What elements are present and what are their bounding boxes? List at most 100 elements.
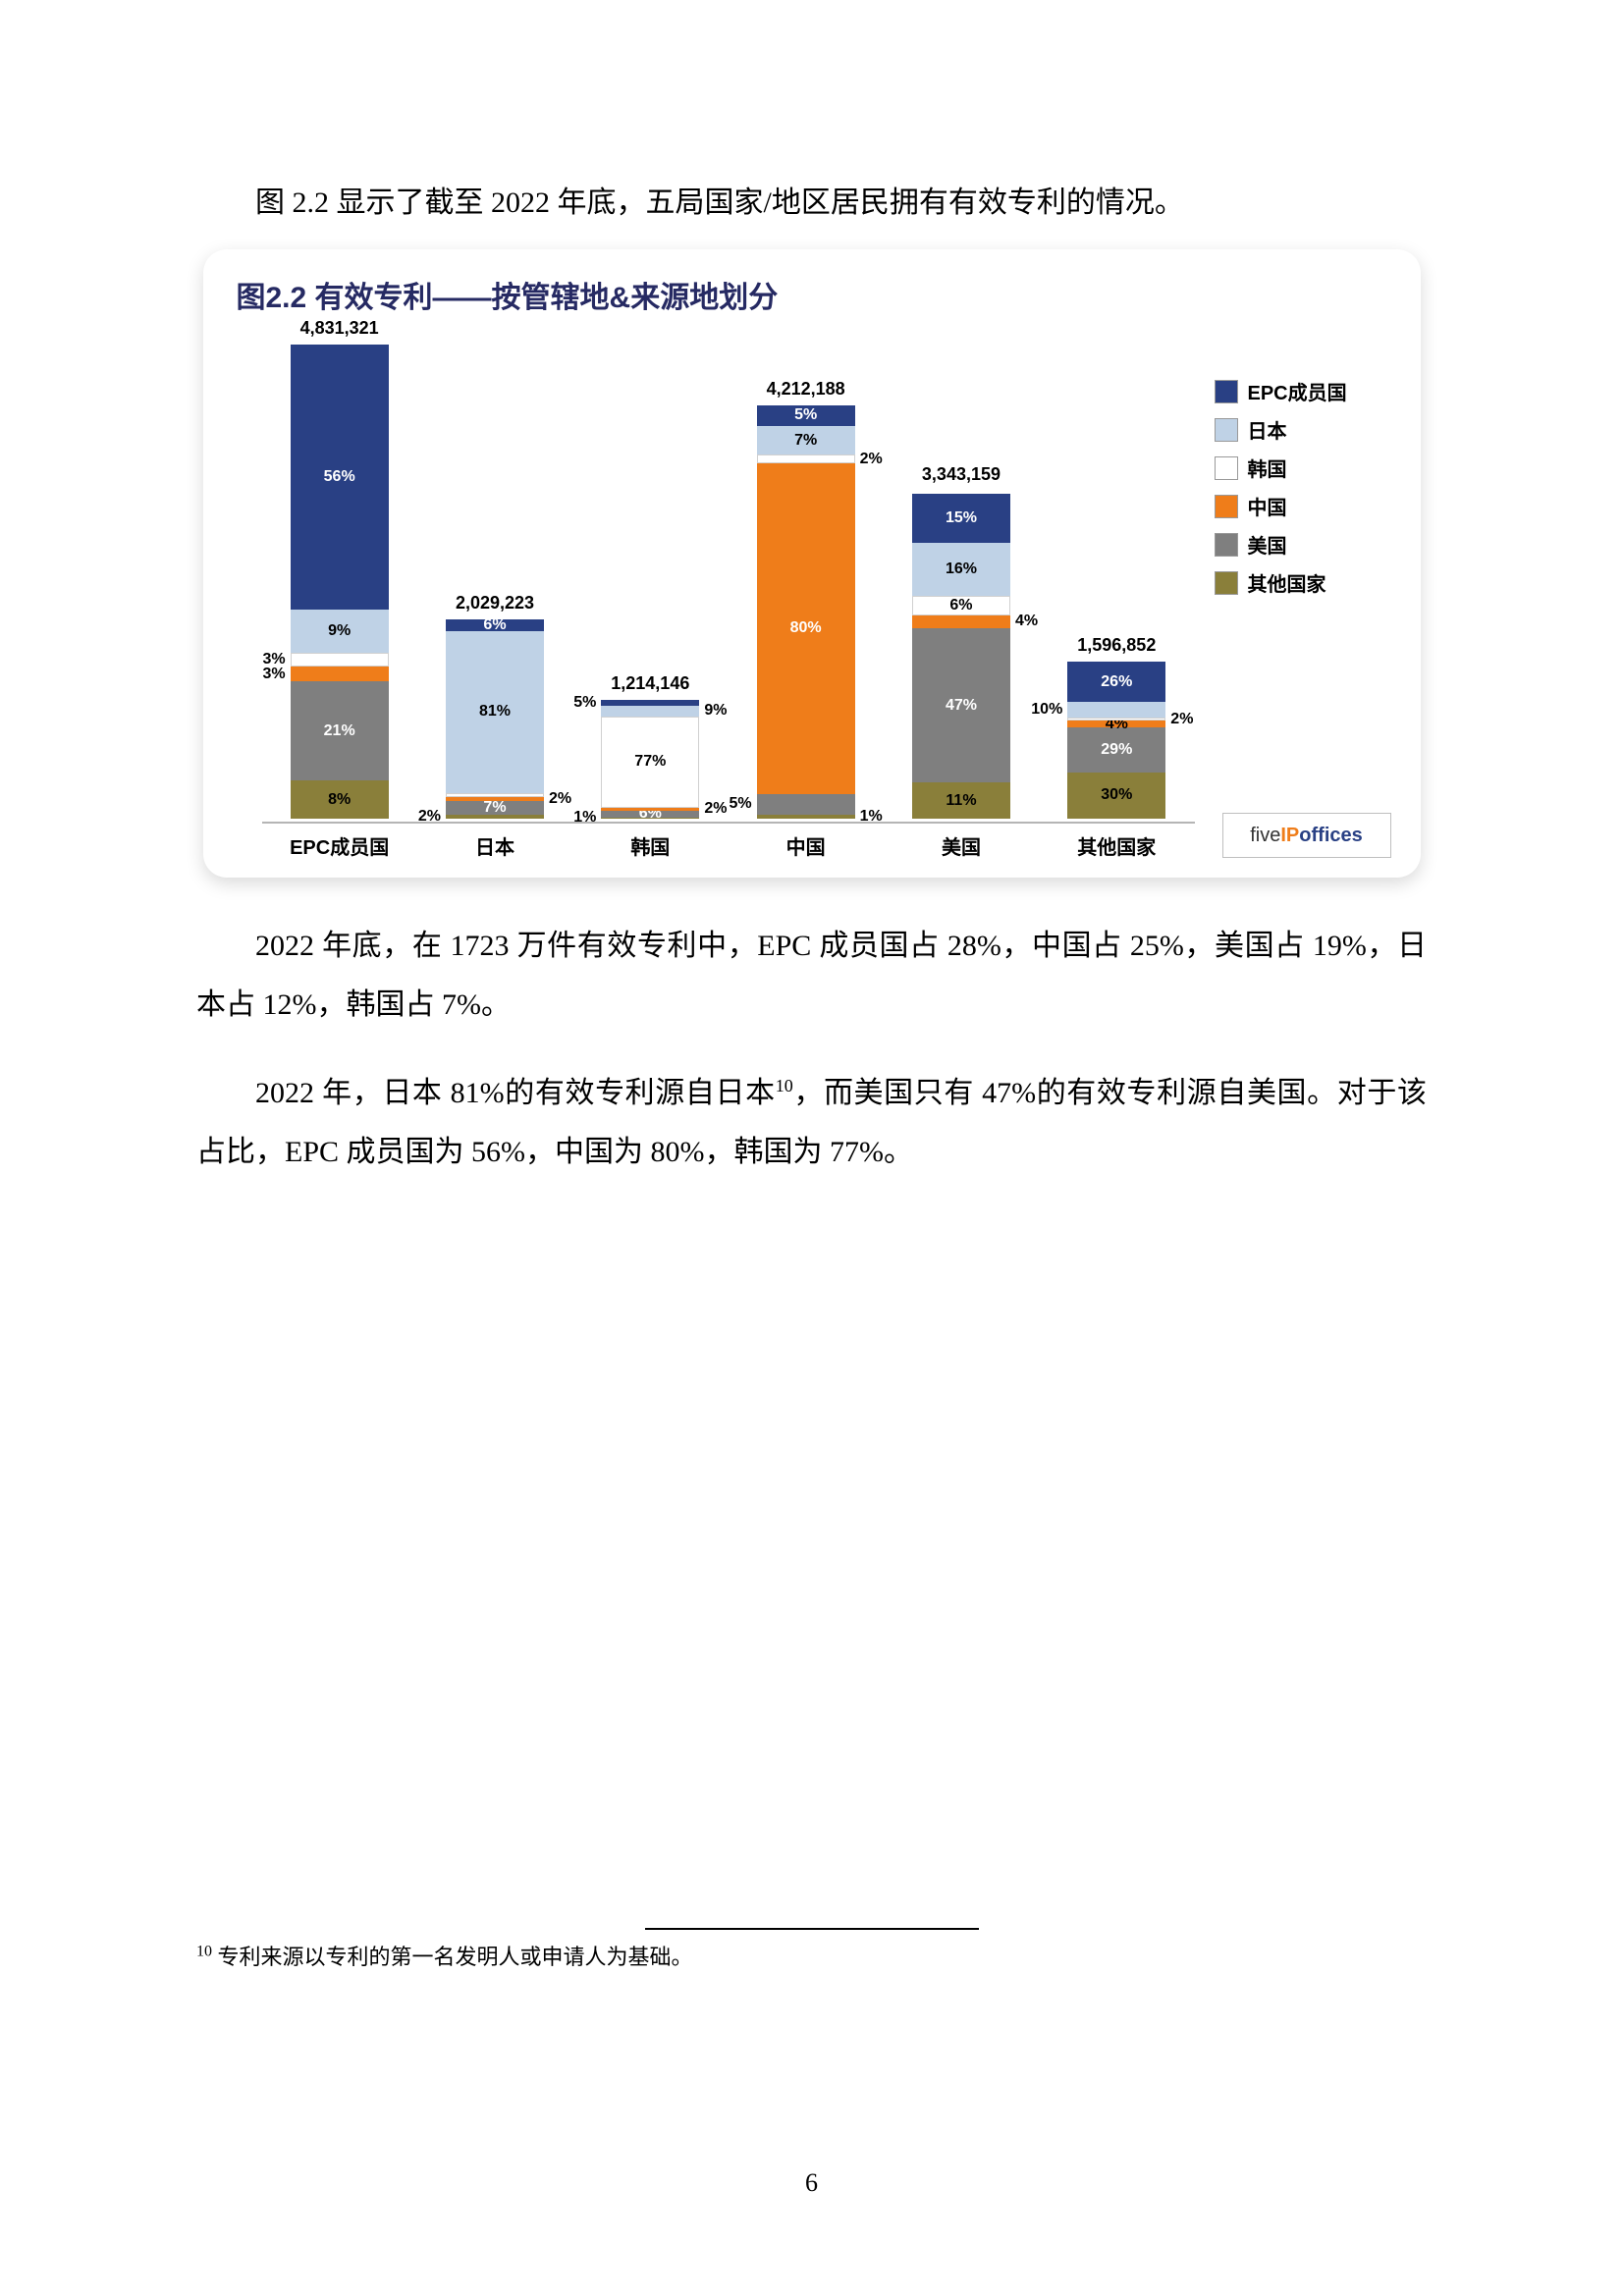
bar-segment-us: 5%: [757, 794, 855, 815]
chart-bar-group: 4,212,1881%5%80%2%7%5%: [742, 379, 870, 819]
legend-swatch: [1215, 380, 1238, 403]
legend-swatch: [1215, 456, 1238, 480]
bar-segment-label: 4%: [1015, 613, 1038, 630]
bar-segment-label: 77%: [634, 753, 666, 771]
bar-segment-korea: 77%: [601, 717, 699, 808]
bar-segment-label: 81%: [479, 703, 511, 721]
bar-stack: 1%5%80%2%7%5%: [757, 405, 855, 819]
bar-segment-china: 2%: [446, 797, 544, 801]
document-page: 图 2.2 显示了截至 2022 年底，五局国家/地区居民拥有有效专利的情况。 …: [0, 0, 1623, 2296]
bar-segment-label: 6%: [949, 597, 972, 614]
bar-stack: 2%7%2%81%6%: [446, 619, 544, 819]
bar-segment-other: 11%: [912, 782, 1010, 819]
bar-segment-label: 30%: [1101, 786, 1132, 804]
bar-stack: 30%29%4%2%10%26%: [1067, 662, 1165, 819]
bar-segment-other: 1%: [757, 815, 855, 819]
logo-part-3: offices: [1299, 825, 1362, 846]
legend-item-other: 其他国家: [1215, 568, 1391, 597]
bar-segment-epc: 5%: [757, 405, 855, 426]
bar-segment-us: 7%: [446, 801, 544, 815]
x-axis-tick: EPC成员国: [276, 831, 404, 860]
bar-segment-label: 3%: [263, 651, 286, 668]
bar-segment-label: 11%: [946, 792, 976, 810]
footnote-ref-10: 10: [776, 1076, 793, 1095]
legend-item-china: 中国: [1215, 492, 1391, 520]
legend-item-epc: EPC成员国: [1215, 377, 1391, 405]
bar-total-label: 2,029,223: [456, 593, 534, 614]
bar-segment-label: 47%: [946, 697, 977, 715]
legend-label: EPC成员国: [1248, 377, 1347, 405]
bar-segment-label: 2%: [1170, 711, 1193, 728]
legend-item-korea: 韩国: [1215, 454, 1391, 482]
bar-segment-label: 2%: [704, 800, 727, 818]
bar-segment-label: 2%: [860, 451, 883, 468]
chart-legend: EPC成员国日本韩国中国美国其他国家: [1215, 377, 1391, 607]
bar-segment-label: 56%: [324, 468, 355, 486]
bar-segment-korea: 3%: [291, 653, 389, 667]
chart-bar-group: 1,596,85230%29%4%2%10%26%: [1053, 635, 1180, 819]
bar-segment-epc: 5%: [601, 700, 699, 706]
legend-swatch: [1215, 495, 1238, 518]
chart-x-axis: EPC成员国日本韩国中国美国其他国家: [262, 822, 1195, 860]
bar-segment-label: 9%: [704, 702, 727, 720]
bar-segment-korea: [446, 793, 544, 797]
bar-segment-korea: 2%: [1067, 718, 1165, 721]
bar-total-label: 1,214,146: [611, 673, 689, 694]
bar-segment-japan: 16%: [912, 543, 1010, 595]
bar-segment-label: 80%: [790, 619, 822, 637]
footnote-text: 专利来源以专利的第一名发明人或申请人为基础。: [212, 1945, 693, 1969]
x-axis-tick: 美国: [897, 831, 1025, 860]
chart-title: 图2.2 有效专利——按管辖地&来源地划分: [237, 273, 1397, 316]
bar-stack: 11% 47% 4%6% 16% 15%: [912, 491, 1010, 819]
bar-segment-label: 6%: [483, 616, 506, 634]
bar-segment-label: 7%: [483, 799, 506, 817]
x-axis-tick: 日本: [431, 831, 559, 860]
bar-segment-epc: 15%: [912, 494, 1010, 543]
chart-bar-group: 4,831,3218%21%3%3%9%56%: [276, 318, 404, 819]
bar-segment-japan: 10%: [1067, 702, 1165, 718]
bar-segment-label: 5%: [730, 795, 752, 813]
bar-segment-label: 7%: [794, 432, 817, 450]
bar-segment-epc: 26%: [1067, 662, 1165, 702]
para2-part-a: 2022 年，日本 81%的有效专利源自日本: [255, 1077, 776, 1109]
footnote-number: 10: [196, 1944, 212, 1960]
legend-label: 其他国家: [1248, 568, 1326, 597]
legend-label: 日本: [1248, 415, 1287, 444]
bar-segment-us: 21%: [291, 681, 389, 780]
bar-segment-label: 8%: [328, 791, 351, 809]
bar-segment-label: 26%: [1101, 673, 1132, 691]
bar-segment-korea: 2%: [757, 454, 855, 462]
bar-segment-korea: 6%: [912, 596, 1010, 615]
bar-segment-japan: 7%: [757, 426, 855, 454]
x-axis-tick: 中国: [742, 831, 870, 860]
legend-swatch: [1215, 571, 1238, 595]
chart-bars-row: 4,831,3218%21%3%3%9%56%2,029,2232%7%2%81…: [262, 318, 1195, 819]
legend-item-us: 美国: [1215, 530, 1391, 559]
bar-stack: 8%21%3%3%9%56%: [291, 345, 389, 819]
chart-bar-group: 3,343,159 11% 47% 4%6% 16% 15%: [897, 464, 1025, 819]
bar-segment-label: 9%: [328, 622, 351, 640]
legend-swatch: [1215, 418, 1238, 442]
legend-swatch: [1215, 533, 1238, 557]
bar-segment-japan: 9%: [291, 610, 389, 652]
bar-segment-other: 30%: [1067, 773, 1165, 819]
bar-segment-label: 29%: [1101, 741, 1132, 759]
bar-total-label: 4,831,321: [300, 318, 379, 339]
legend-label: 中国: [1248, 492, 1287, 520]
bar-segment-epc: 56%: [291, 345, 389, 611]
bar-segment-label: 21%: [324, 722, 355, 740]
intro-paragraph: 图 2.2 显示了截至 2022 年底，五局国家/地区居民拥有有效专利的情况。: [196, 177, 1427, 230]
bar-segment-china: 4%: [912, 615, 1010, 628]
bar-segment-label: 10%: [1031, 701, 1062, 719]
bar-segment-us: 47%: [912, 628, 1010, 782]
bar-segment-label: 15%: [946, 509, 977, 527]
footnote-10: 10 专利来源以专利的第一名发明人或申请人为基础。: [196, 1940, 1427, 1971]
chart-plot-area: 4,831,3218%21%3%3%9%56%2,029,2232%7%2%81…: [262, 318, 1195, 819]
bar-total-label: 3,343,159: [922, 464, 1001, 485]
bar-total-label: 4,212,188: [767, 379, 845, 400]
bar-segment-us: 29%: [1067, 727, 1165, 773]
chart-logo: fiveIPoffices: [1222, 813, 1391, 858]
bar-segment-china: 80%: [757, 463, 855, 794]
chart-bar-group: 1,214,1461%6%2%77%9%5%: [586, 673, 714, 819]
logo-part-2: IP: [1280, 825, 1299, 846]
